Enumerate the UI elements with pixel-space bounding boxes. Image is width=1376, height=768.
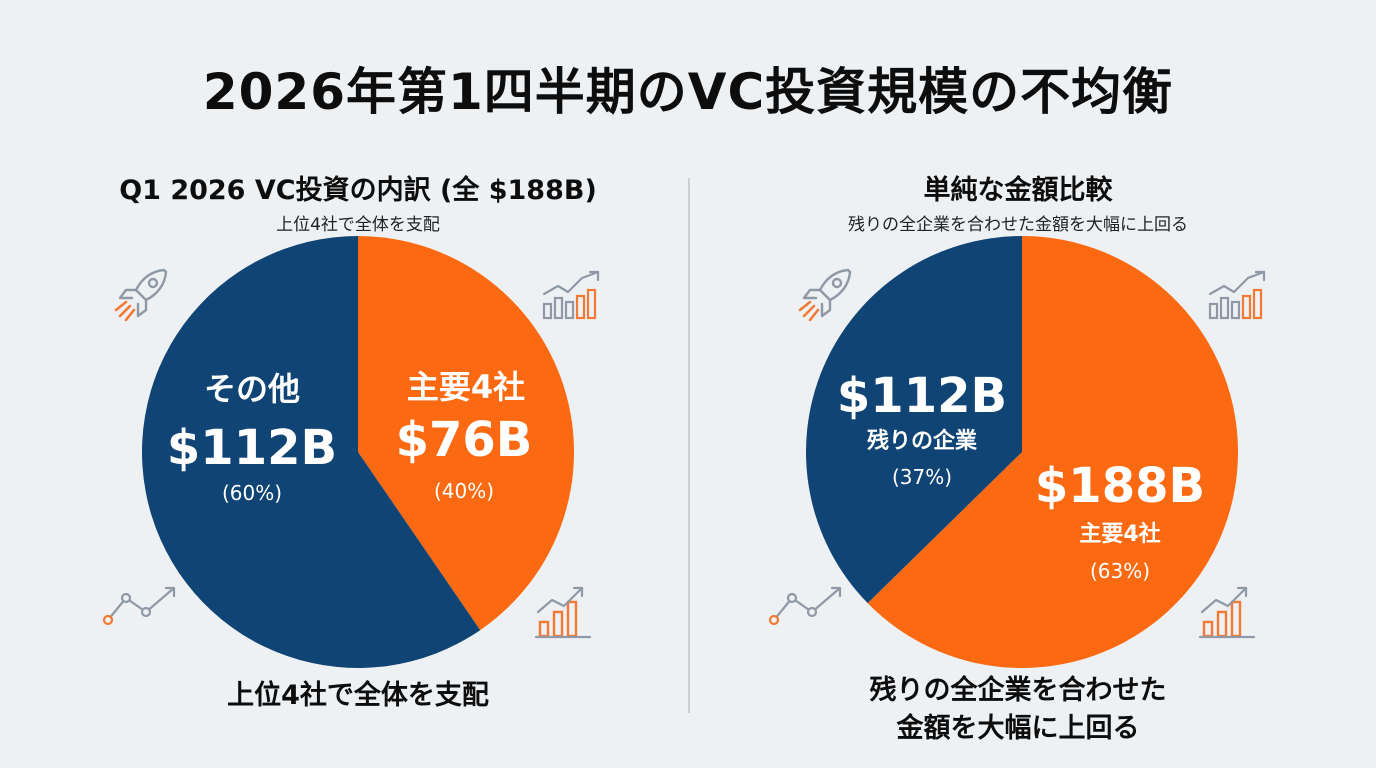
pie-slice — [358, 236, 575, 631]
slice-percent: (63%) — [1090, 559, 1150, 583]
slice-label: 残りの企業 — [867, 428, 978, 454]
slice-label: その他 — [204, 370, 300, 408]
panel-divider — [688, 178, 690, 713]
bar-chart-trend-icon — [542, 270, 600, 320]
slice-value: $112B — [167, 420, 337, 476]
bar-chart-growth-icon — [1198, 586, 1256, 639]
left-panel-title: Q1 2026 VC投資の内訳 (全 $188B) — [119, 175, 597, 206]
slice-percent: (37%) — [892, 465, 952, 489]
bar-chart-growth-icon — [534, 586, 592, 639]
pie-chart-left: 主要4社 $76B (40%) その他 $112B (60%) — [142, 235, 575, 668]
line-chart-icon — [768, 586, 842, 626]
slice-value: $76B — [396, 412, 533, 468]
left-panel-subtitle: 上位4社で全体を支配 — [276, 215, 440, 235]
slice-value: $112B — [837, 368, 1007, 424]
slice-label: 主要4社 — [407, 368, 525, 406]
line-chart-icon — [102, 586, 176, 626]
pie-slice — [867, 236, 1238, 669]
slice-value: $188B — [1035, 458, 1205, 514]
right-caption-line-2: 金額を大幅に上回る — [896, 713, 1140, 744]
rocket-icon — [798, 268, 852, 322]
right-panel-title: 単純な金額比較 — [923, 175, 1113, 206]
page-title: 2026年第1四半期のVC投資規模の不均衡 — [202, 63, 1174, 121]
slice-percent: (60%) — [222, 481, 282, 505]
left-panel-caption: 上位4社で全体を支配 — [227, 680, 489, 711]
rocket-icon — [114, 268, 168, 322]
right-panel-caption: 残りの全企業を合わせた 金額を大幅に上回る — [700, 672, 1336, 748]
slice-label: 主要4社 — [1079, 521, 1160, 547]
bar-chart-trend-icon — [1208, 270, 1266, 320]
pie-chart-right: $188B 主要4社 (63%) $112B 残りの企業 (37%) — [805, 236, 1238, 669]
slice-percent: (40%) — [434, 479, 494, 503]
right-panel-subtitle: 残りの全企業を合わせた金額を大幅に上回る — [848, 215, 1188, 235]
pie-slice — [142, 235, 481, 668]
right-caption-line-1: 残りの全企業を合わせた — [869, 675, 1167, 706]
pie-slice — [805, 236, 1022, 604]
